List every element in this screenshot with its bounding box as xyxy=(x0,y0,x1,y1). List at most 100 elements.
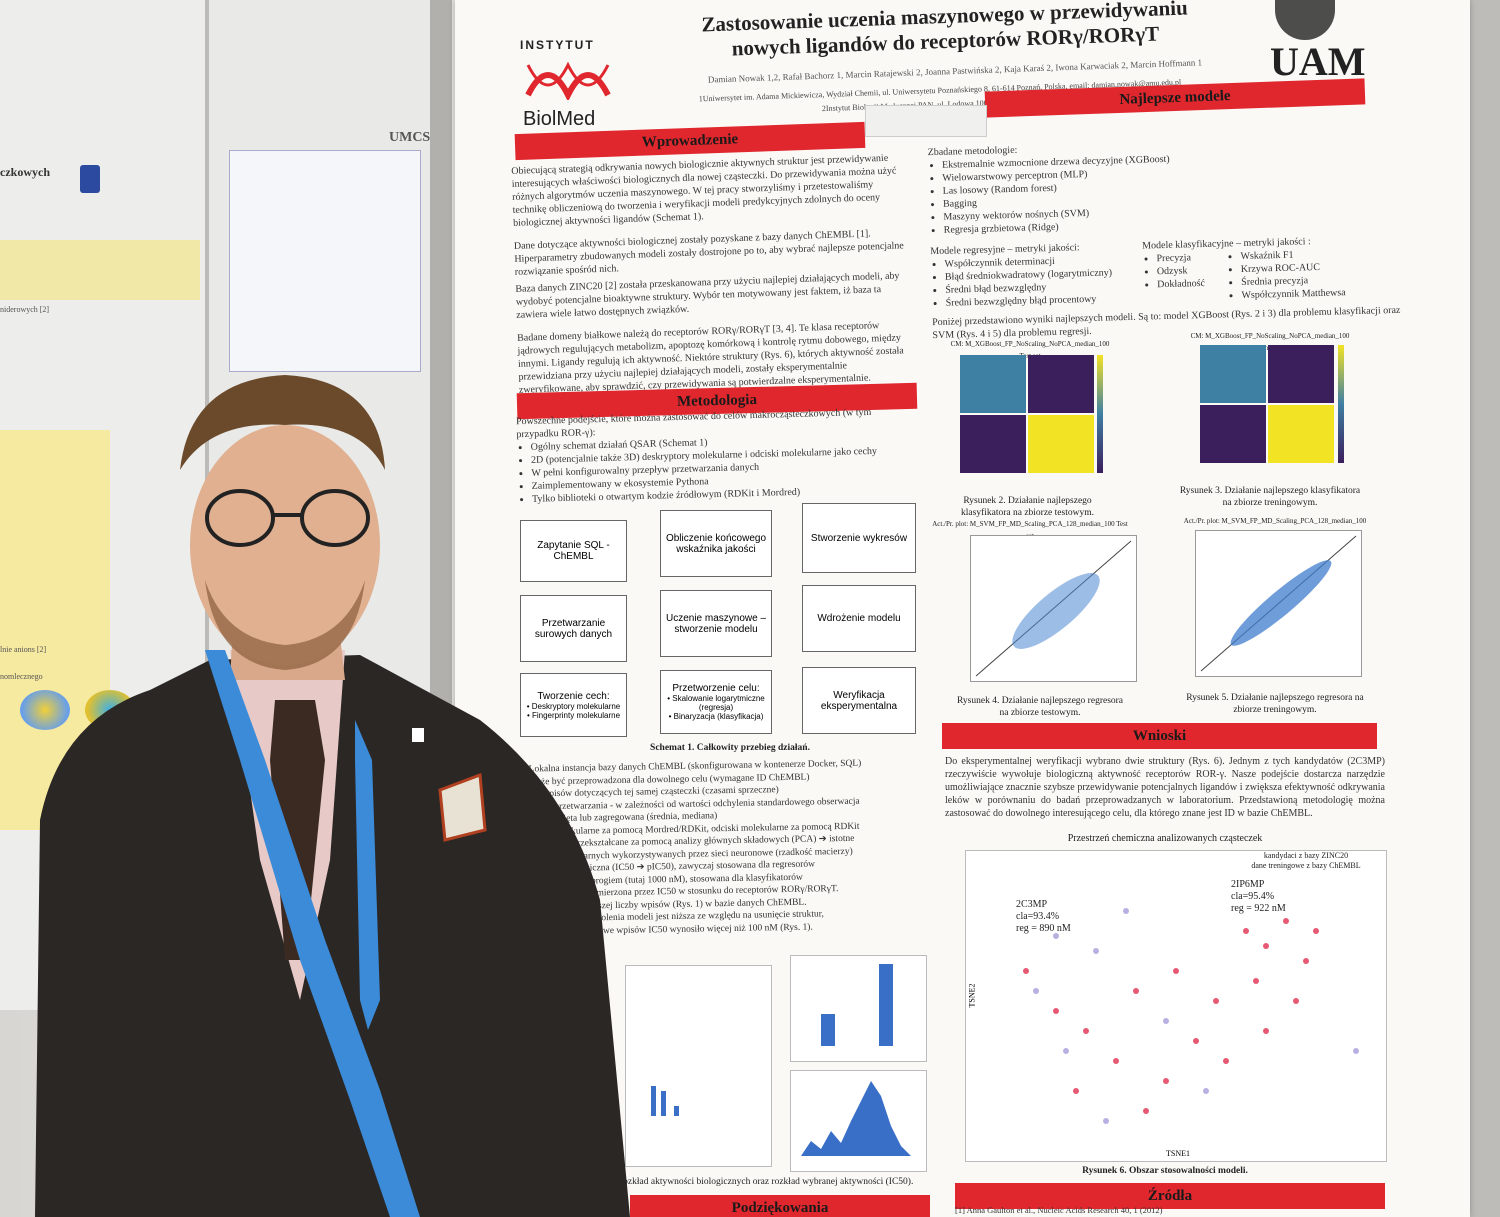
uam-logo: UAM xyxy=(1270,39,1366,84)
fig3-caption: Rysunek 3. Działanie najlepszego klasyfi… xyxy=(1179,486,1361,508)
mol1-cla: cla=93.4% xyxy=(1016,911,1060,922)
neighbor-poster-left: czkowych niderowych [2] lnie anions [2] … xyxy=(0,0,216,1010)
fig6-caption: Rysunek 6. Obszar stosowalności modeli. xyxy=(1082,1166,1248,1176)
fig1-bar xyxy=(661,1091,666,1116)
regression-metrics: Modele regresyjne – metryki jakości: Wsp… xyxy=(930,240,1132,310)
booth-frame-right xyxy=(1470,0,1500,1217)
flow-features-item: • Fingerprinty molekularne xyxy=(526,710,621,720)
flow-box-ml: Uczenie maszynowe – stworzenie modelu xyxy=(660,590,772,657)
fig1-caption: rozkład aktywności biologicznych oraz ro… xyxy=(620,1177,914,1187)
mol2-name: 2IP6MP xyxy=(1231,879,1265,890)
fig1-histogram-bars xyxy=(801,1081,911,1156)
flow-box-preprocess: Przetwarzanie surowych danych xyxy=(520,595,627,662)
fig6-legend-chembl: dane treningowe z bazy ChEMBL xyxy=(1251,861,1361,870)
fig2-caption: Rysunek 2. Działanie najlepszego klasyfi… xyxy=(961,496,1094,518)
fig1-histogram xyxy=(790,1070,927,1172)
cm-cell xyxy=(1200,405,1266,463)
cm-cell xyxy=(1268,345,1334,403)
flow-target-title: Przetworzenie celu: xyxy=(672,683,760,694)
flow-features-item: • Deskryptory molekularne xyxy=(526,701,621,711)
fig6-points xyxy=(1023,908,1359,1124)
method-details: Lokalna instancja bazy danych ChEMBL (sk… xyxy=(529,757,932,939)
fig1-bar xyxy=(651,1086,656,1116)
eagle-emblem-icon xyxy=(1275,0,1335,40)
flow-box-features: Tworzenie cech: • Deskryptory molekularn… xyxy=(520,673,627,737)
fig5-caption: Rysunek 5. Działanie najlepszego regreso… xyxy=(1186,693,1364,715)
fig2-colorbar xyxy=(1097,355,1103,473)
molecule-surface-2 xyxy=(85,690,135,730)
best-methods-list: Ekstremalnie wzmocnione drzewa decyzyjne… xyxy=(928,147,1400,237)
fig6-legend: kandydaci z bazy ZINC20 dane treningowe … xyxy=(1231,851,1381,871)
left-poster-heading: czkowych xyxy=(0,165,50,179)
cm-cell xyxy=(960,355,1026,413)
fig1-bar xyxy=(674,1106,679,1116)
intro-paragraph-1: Obiecującą strategią odkrywania nowych b… xyxy=(511,152,897,229)
fig6-xlabel: TSNE1 xyxy=(1166,1149,1190,1158)
flow-box-verify: Weryfikacja eksperymentalna xyxy=(802,667,916,734)
molecule-surface-1 xyxy=(20,690,70,730)
fig4-scatter-plot xyxy=(970,535,1137,682)
flow-box-plots: Stworzenie wykresów xyxy=(802,503,916,573)
best-models-block: Zbadane metodologie: Ekstremalnie wzmocn… xyxy=(928,134,1403,342)
neighbor-poster-middle: UMCS xyxy=(205,0,449,700)
umcs-logo: UMCS xyxy=(389,130,431,145)
fig5-scatter-plot xyxy=(1195,530,1362,677)
flow-box-target: Przetworzenie celu: • Skalowanie logaryt… xyxy=(660,670,772,734)
intro-paragraph-3: Baza danych ZINC20 [2] została przeskano… xyxy=(515,270,900,321)
method-block: Powszechne podejście, które można zastos… xyxy=(516,405,918,506)
cls-metric: Dokładność xyxy=(1157,276,1227,291)
metrics-row: Modele regresyjne – metryki jakości: Wsp… xyxy=(930,233,1402,310)
fig6-ylabel: TSNE2 xyxy=(967,983,977,1008)
booth-frame-post xyxy=(430,0,452,1217)
fig6-title: Przestrzeń chemiczna analizowanych cząst… xyxy=(1067,833,1263,844)
cls-metric: Współczynnik Matthewsa xyxy=(1241,286,1345,302)
thanks-heading: Podziękowania xyxy=(630,1195,930,1217)
mol2-cla: cla=95.4% xyxy=(1231,891,1275,902)
cm-cell xyxy=(960,415,1026,473)
classification-metrics: Modele klasyfikacyjne – metryki jakości … xyxy=(1142,233,1384,304)
fig6-legend-zinc: kandydaci z bazy ZINC20 xyxy=(1263,851,1349,860)
fig1-bar-chart-right xyxy=(790,955,927,1062)
left-poster-section-c: nomlecznego xyxy=(0,672,43,681)
biolmed-logo-top: INSTYTUT xyxy=(520,38,595,52)
cm-cell xyxy=(1268,405,1334,463)
flow-target-item: • Skalowanie logarytmiczne (regresja) xyxy=(667,694,765,712)
cm-cell xyxy=(1200,345,1266,403)
mol2-annotation: 2IP6MP cla=95.4% reg = 922 nM xyxy=(1231,879,1286,915)
flow-target-item: • Binaryzacja (klasyfikacja) xyxy=(668,712,764,721)
fig2-confusion-matrix xyxy=(960,355,1095,475)
cm-cell xyxy=(1028,355,1094,413)
conclusions-text: Do eksperymentalnej weryfikacji wybrano … xyxy=(945,756,1385,819)
mol1-annotation: 2C3MP cla=93.4% reg = 890 nM xyxy=(1016,899,1071,935)
flow-box-deploy: Wdrożenie modelu xyxy=(802,585,916,652)
fig5-points xyxy=(1200,535,1357,672)
poster-title: Zastosowanie uczenia maszynowego w przew… xyxy=(634,0,1255,65)
left-poster-section-a: niderowych [2] xyxy=(0,305,50,314)
fig1-bar-chart-left xyxy=(625,965,772,1167)
crest-icon xyxy=(80,165,100,193)
sponsor-logo xyxy=(865,105,987,137)
workflow-diagram: Zapytanie SQL - ChEMBL Obliczenie końcow… xyxy=(510,495,930,755)
intro-text: Obiecującą strategią odkrywania nowych b… xyxy=(511,151,914,397)
fig4-points xyxy=(975,540,1132,677)
fig4-caption: Rysunek 4. Działanie najlepszego regreso… xyxy=(956,696,1124,718)
mol1-reg: reg = 890 nM xyxy=(1016,923,1071,934)
left-poster-box xyxy=(0,240,200,300)
cm-cell xyxy=(1028,415,1094,473)
fig1-bar xyxy=(879,964,893,1046)
fig3-colorbar xyxy=(1338,345,1344,463)
flow-features-title: Tworzenie cech: xyxy=(537,690,610,702)
flow-box-metric: Obliczenie końcowego wskaźnika jakości xyxy=(660,510,772,577)
reference-1: [1] Anna Gaulton et al., Nucleic Acids R… xyxy=(955,1205,1163,1215)
left-poster-yellow-panel xyxy=(0,430,110,830)
mid-poster-panel xyxy=(229,150,421,372)
mol2-reg: reg = 922 nM xyxy=(1231,903,1286,914)
conclusions-heading: Wnioski xyxy=(942,723,1377,749)
fig1-bar xyxy=(821,1014,835,1046)
left-poster-section-b: lnie anions [2] xyxy=(0,645,47,654)
biolmed-logo-bottom: BiolMed xyxy=(523,108,596,130)
fig6-tsne-plot: 2C3MP cla=93.4% reg = 890 nM 2IP6MP cla=… xyxy=(965,850,1387,1162)
mol1-name: 2C3MP xyxy=(1016,899,1048,910)
research-poster: INSTYTUT BiolMed Zastosowanie uczenia ma… xyxy=(455,0,1470,1217)
fig3-confusion-matrix xyxy=(1200,345,1335,465)
